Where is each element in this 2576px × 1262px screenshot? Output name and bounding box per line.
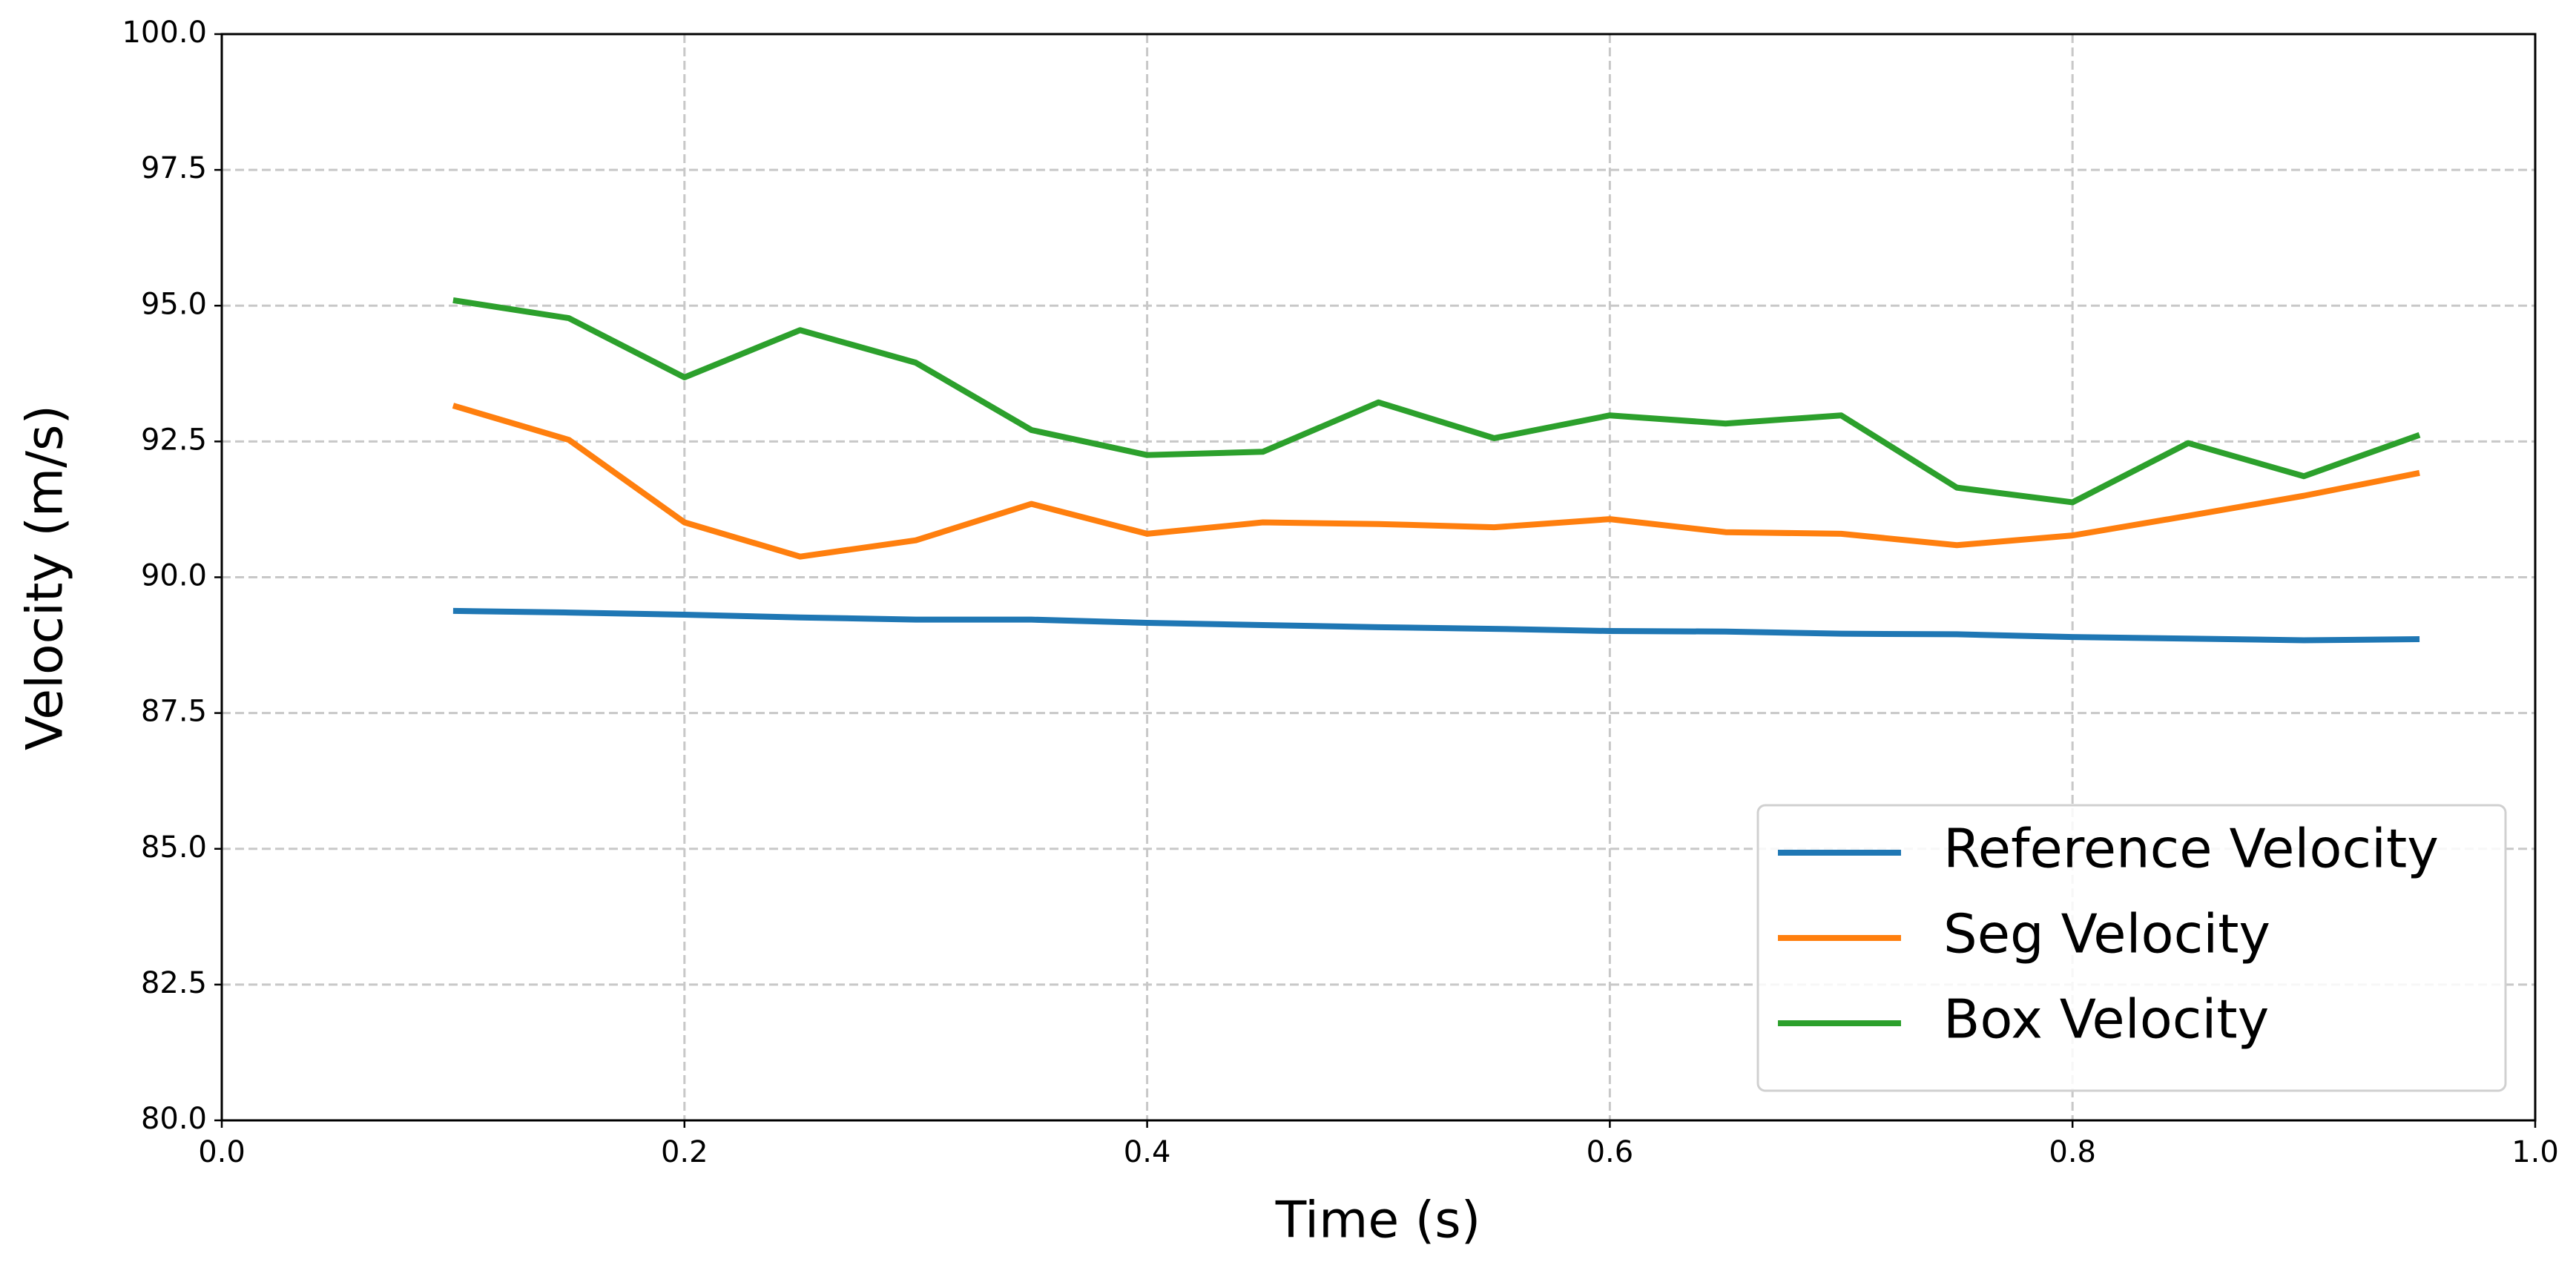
x-tick-label: 0.0 (198, 1135, 246, 1169)
y-tick-label: 90.0 (141, 559, 207, 593)
legend-label: Box Velocity (1943, 988, 2269, 1051)
legend-label: Reference Velocity (1943, 818, 2439, 880)
x-axis-label: Time (s) (1275, 1192, 1481, 1250)
x-tick-label: 0.6 (1587, 1135, 1634, 1169)
y-axis-label: Velocity (m/s) (16, 405, 75, 750)
line-series (452, 403, 2420, 560)
x-tick-label: 0.8 (2049, 1135, 2096, 1169)
y-tick-label: 100.0 (122, 16, 207, 50)
line-series (452, 297, 2421, 506)
y-tick-label: 92.5 (141, 423, 207, 457)
y-tick-label: 85.0 (141, 830, 207, 865)
y-tick-label: 97.5 (141, 151, 207, 185)
line-series (452, 607, 2420, 644)
x-tick-label: 0.4 (1124, 1135, 1171, 1169)
x-tick-label: 0.2 (661, 1135, 708, 1169)
y-tick-label: 95.0 (141, 287, 207, 321)
legend-box (1756, 804, 2507, 1092)
plot-frame (220, 33, 2537, 1122)
y-tick-label: 82.5 (141, 966, 207, 1000)
y-tick-label: 87.5 (141, 695, 207, 729)
x-tick-label: 1.0 (2511, 1135, 2559, 1169)
legend-label: Seg Velocity (1943, 903, 2270, 965)
y-tick-label: 80.0 (141, 1102, 207, 1136)
